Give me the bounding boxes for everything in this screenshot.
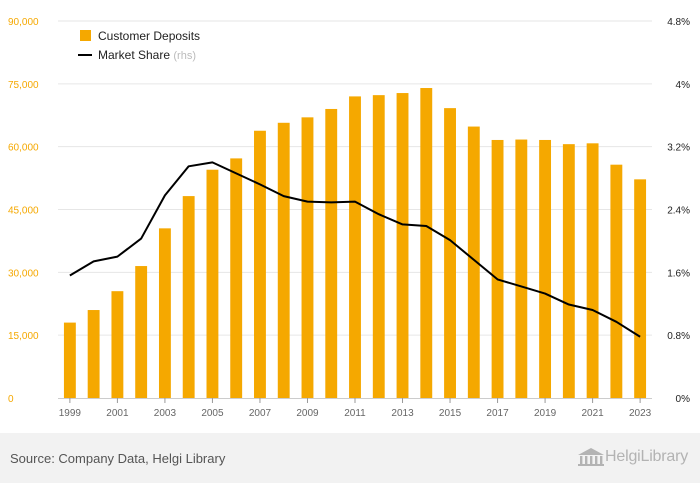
chart-svg: 0 15,000 30,000 45,000 60,000 75,000 90,000 0% 0… [8,17,691,419]
x-tick-label: 2003 [154,408,177,419]
x-tick-label: 2019 [534,408,557,419]
y-right-tick-label: 3.2% [667,143,690,154]
y-right-tick-label: 0% [676,394,691,405]
x-tick-label: 2001 [106,408,129,419]
bar [610,164,623,398]
bar [182,196,195,398]
x-tick-label: 2009 [296,408,319,419]
bar [301,117,314,398]
y-right-tick-label: 0.8% [667,331,690,342]
legend-swatch-deposits [80,30,91,41]
bar [586,143,599,398]
bar [444,108,456,398]
bar [158,228,171,398]
x-tick-label: 2023 [629,408,652,419]
library-building-icon [578,448,605,466]
bar [63,322,76,398]
source-note: Source: Company Data, Helgi Library [10,451,226,466]
x-tick-label: 2013 [391,408,414,419]
bar [349,96,361,399]
footer: Source: Company Data, Helgi Library Helg… [0,433,700,483]
x-tick-label: 2007 [249,408,272,419]
y-right-tick-label: 2.4% [667,206,690,217]
y-left-tick-label: 45,000 [8,206,39,217]
helgi-library-logo: HelgiLibrary [577,447,688,467]
y-left-tick-label: 75,000 [8,80,39,91]
bar [634,179,647,398]
y-left-tick-label: 90,000 [8,17,39,28]
bar [562,144,575,398]
y-right-tick-label: 4% [676,80,691,91]
bar [372,95,385,398]
bar [420,88,433,399]
bar [206,169,219,398]
bar [230,158,243,398]
bar [467,126,480,398]
y-left-tick-label: 30,000 [8,268,39,279]
bar [87,310,100,398]
bar [491,139,504,398]
bar [396,93,409,398]
bar [111,291,124,398]
x-tick-label: 2011 [344,408,366,419]
x-tick-label: 2017 [486,408,509,419]
logo-text: HelgiLibrary [605,448,688,465]
y-left-tick-label: 60,000 [8,143,39,154]
bar [325,108,338,398]
bar [135,266,148,398]
bar [277,122,290,398]
x-tick-label: 2015 [439,408,462,419]
legend-label-deposits: Customer Deposits [98,29,200,43]
y-left-tick-label: 0 [8,394,14,405]
legend-label-market-share: Market Share (rhs) [98,48,196,62]
y-left-tick-label: 15,000 [8,331,39,342]
bar [539,139,552,398]
y-right-tick-label: 4.8% [667,17,690,28]
legend-rhs-suffix: (rhs) [173,50,196,62]
bar [515,139,528,398]
market-share-line [69,161,641,338]
x-tick-label: 2021 [581,408,604,419]
y-right-tick-label: 1.6% [667,268,690,279]
bar [254,130,266,398]
x-tick-label: 2005 [201,408,224,419]
x-tick-label: 1999 [59,408,82,419]
